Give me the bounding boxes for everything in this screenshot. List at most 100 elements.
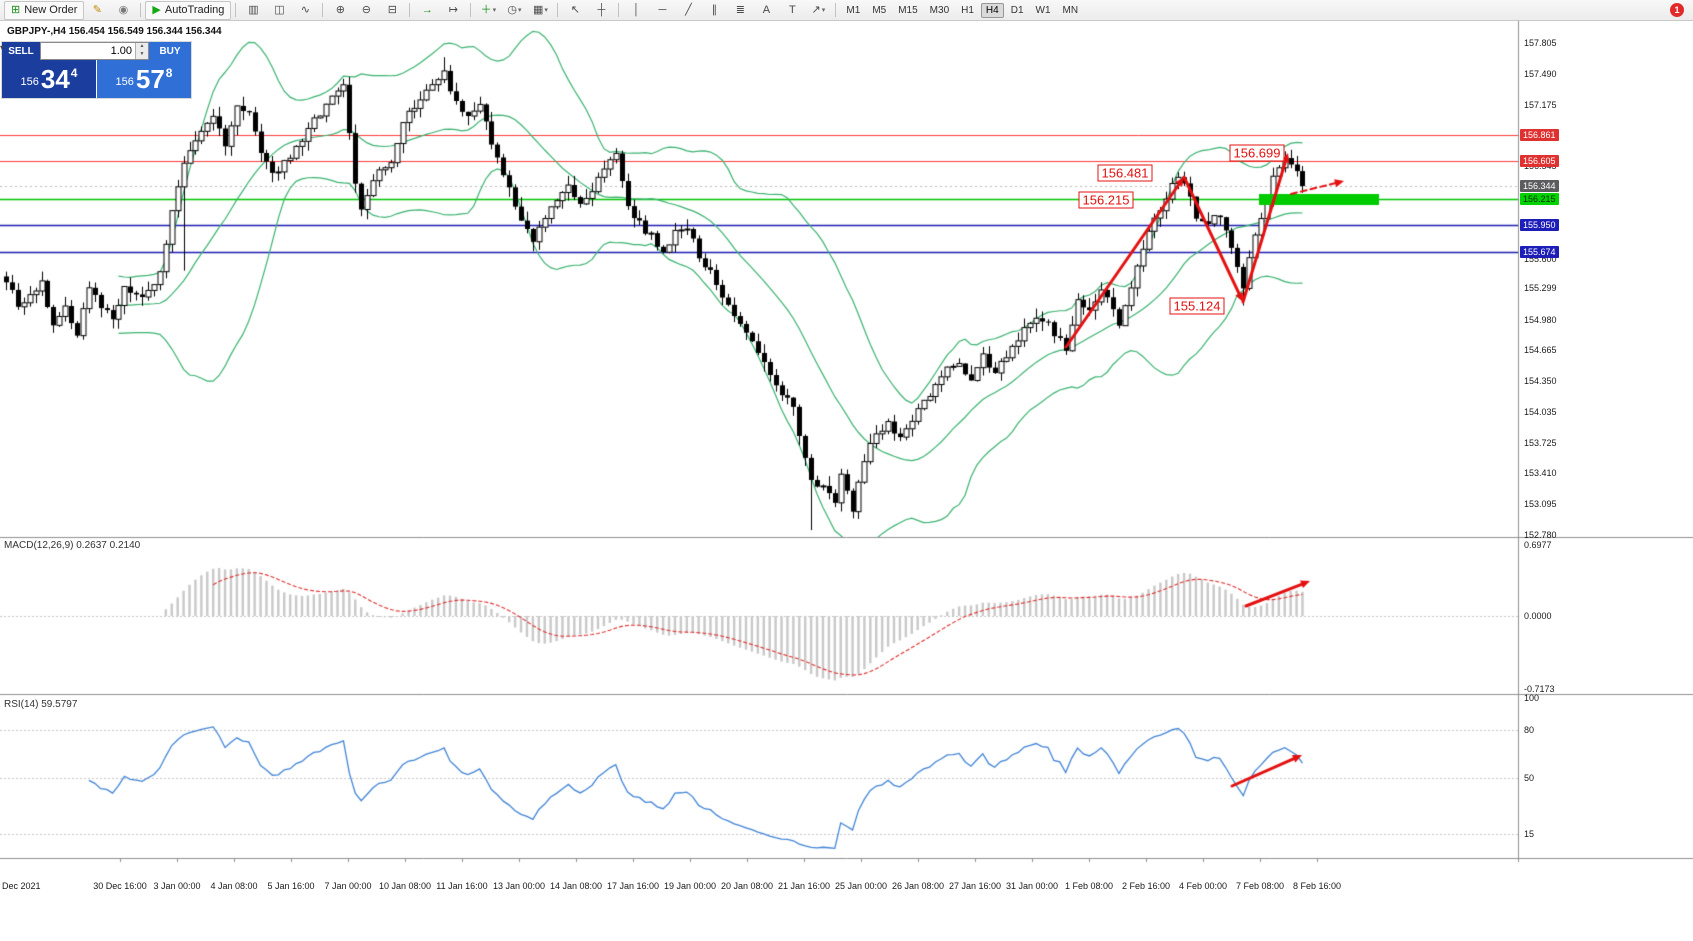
volume-up-icon[interactable]: ▲ <box>136 43 148 51</box>
cursor-button[interactable]: ↖ <box>562 1 588 20</box>
timeframe-button-M5[interactable]: M5 <box>872 4 887 16</box>
price-chart-canvas[interactable] <box>0 20 1693 941</box>
sell-price-prefix: 156 <box>20 76 39 88</box>
price-axis-label: 157.805 <box>1524 38 1557 48</box>
volume-stepper[interactable]: ▲ ▼ <box>135 43 148 59</box>
time-axis[interactable]: Dec 2021 30 Dec 16:00 3 Jan 00:00 4 Jan 08:… <box>0 881 1518 897</box>
volume-value[interactable]: 1.00 <box>110 45 132 57</box>
autotrading-icon: ▶ <box>152 3 161 16</box>
timeframe-button-H4[interactable]: H4 <box>980 2 1004 18</box>
time-axis-label: 5 Jan 16:00 <box>267 881 315 891</box>
new-order-button-label: New Order <box>24 3 78 16</box>
time-axis-label: 25 Jan 00:00 <box>834 881 888 891</box>
chevron-down-icon: ▾ <box>517 6 522 14</box>
chart-shift-button[interactable]: ↦ <box>440 1 466 20</box>
time-axis-label: 2 Feb 16:00 <box>1121 881 1171 891</box>
timeframe-button-D1[interactable]: D1 <box>1010 4 1024 16</box>
horizontal-line-icon: ─ <box>658 3 667 16</box>
price-annotation-label[interactable]: 156.215 <box>1078 191 1134 209</box>
chart-bars-button[interactable]: ▥ <box>240 1 266 20</box>
one-click-collapse-icon[interactable]: ▾ <box>0 43 5 52</box>
auto-scroll-button[interactable]: → <box>414 1 440 20</box>
price-axis[interactable]: 157.805157.490157.175156.545155.600155.2… <box>1518 20 1693 900</box>
chart-line-icon: ∿ <box>300 3 311 16</box>
indicators-button[interactable]: ＋ ▾ <box>475 1 501 20</box>
price-level-badge: 156.344 <box>1520 180 1559 192</box>
time-axis-label: 1 Feb 08:00 <box>1064 881 1114 891</box>
buy-price[interactable]: 156 57 8 <box>97 60 191 98</box>
price-axis-label: 154.035 <box>1524 407 1557 417</box>
time-axis-label: 26 Jan 08:00 <box>891 881 945 891</box>
trendline-button[interactable]: ╱ <box>675 1 701 20</box>
zoom-in-icon: ⊕ <box>335 3 346 16</box>
metaeditor-button[interactable]: ✎ <box>84 1 110 20</box>
timeframe-button-M30[interactable]: M30 <box>929 4 950 16</box>
channel-button[interactable]: ∥ <box>701 1 727 20</box>
shapes-button[interactable]: ↗ ▾ <box>805 1 831 20</box>
price-level-badge: 155.950 <box>1520 219 1559 231</box>
timeframe-button-M15[interactable]: M15 <box>898 4 918 16</box>
timeframe-button-MN[interactable]: MN <box>1062 4 1079 16</box>
time-axis-label: Dec 2021 <box>2 881 41 891</box>
tile-windows-button[interactable]: ⊟ <box>379 1 405 20</box>
label-button[interactable]: T <box>779 1 805 20</box>
volume-field[interactable]: 1.00 ▲ ▼ <box>40 42 149 60</box>
fibonacci-icon: ≣ <box>735 3 746 16</box>
price-level-badge: 156.861 <box>1520 129 1559 141</box>
price-axis-label: 157.175 <box>1524 100 1557 110</box>
rsi-axis-label: 50 <box>1524 773 1535 783</box>
zoom-out-button[interactable]: ⊖ <box>353 1 379 20</box>
toolbar-separator <box>140 3 142 17</box>
chart-candles-button[interactable]: ◫ <box>266 1 292 20</box>
toolbar-separator <box>322 3 324 17</box>
volume-down-icon[interactable]: ▼ <box>136 51 148 59</box>
timeframe-button-H1[interactable]: H1 <box>961 4 974 16</box>
price-axis-label: 153.095 <box>1524 499 1557 509</box>
shapes-icon: ↗ <box>811 3 821 16</box>
text-button[interactable]: A <box>753 1 779 20</box>
time-axis-label: 7 Feb 08:00 <box>1235 881 1285 891</box>
notification-badge[interactable]: 1 <box>1670 3 1684 17</box>
horizontal-line-button[interactable]: ─ <box>649 1 675 20</box>
timeframe-button-W1[interactable]: W1 <box>1035 4 1051 16</box>
fibonacci-button[interactable]: ≣ <box>727 1 753 20</box>
price-axis-label: 152.780 <box>1524 530 1557 540</box>
buy-button[interactable]: BUY <box>149 42 191 60</box>
macd-axis-label: 0.0000 <box>1524 611 1552 621</box>
time-axis-label: 21 Jan 16:00 <box>777 881 831 891</box>
templates-button[interactable]: ▦ ▾ <box>527 1 553 20</box>
sell-button[interactable]: SELL <box>2 42 40 60</box>
auto-scroll-icon: → <box>421 3 433 16</box>
time-axis-label: 8 Feb 16:00 <box>1292 881 1342 891</box>
sell-price[interactable]: 156 34 4 <box>2 60 96 98</box>
toolbar-separator <box>409 3 411 17</box>
crosshair-button[interactable]: ┼ <box>588 1 614 20</box>
autotrading-button[interactable]: ▶ AutoTrading <box>145 0 232 20</box>
chart-shift-icon: ↦ <box>448 3 459 16</box>
time-axis-label: 14 Jan 08:00 <box>549 881 603 891</box>
trade-prices-row: 156 34 4 156 57 8 <box>2 60 191 98</box>
new-order-button[interactable]: ⊞ New Order <box>4 0 85 20</box>
chart-candles-icon: ◫ <box>274 3 285 16</box>
chart-line-button[interactable]: ∿ <box>292 1 318 20</box>
periods-button[interactable]: ◷ ▾ <box>501 1 527 20</box>
time-axis-label: 31 Jan 00:00 <box>1005 881 1059 891</box>
price-level-badge: 155.674 <box>1520 246 1559 258</box>
buy-price-prefix: 156 <box>115 76 134 88</box>
time-axis-label: 30 Dec 16:00 <box>93 881 147 891</box>
timeframe-button-M1[interactable]: M1 <box>846 4 861 16</box>
templates-icon: ▦ <box>532 3 544 16</box>
sell-price-pip: 4 <box>70 66 78 80</box>
price-annotation-label[interactable]: 156.699 <box>1229 144 1285 162</box>
price-annotation-label[interactable]: 156.481 <box>1097 164 1153 182</box>
vertical-line-button[interactable]: │ <box>623 1 649 20</box>
community-button[interactable]: ◉ <box>110 1 136 20</box>
time-axis-label: 4 Feb 00:00 <box>1178 881 1228 891</box>
zoom-in-button[interactable]: ⊕ <box>327 1 353 20</box>
channel-icon: ∥ <box>711 3 718 16</box>
time-axis-label: 20 Jan 08:00 <box>720 881 774 891</box>
toolbar-separator <box>235 3 237 17</box>
price-annotation-label[interactable]: 155.124 <box>1169 297 1225 315</box>
metaeditor-icon: ✎ <box>92 3 103 16</box>
